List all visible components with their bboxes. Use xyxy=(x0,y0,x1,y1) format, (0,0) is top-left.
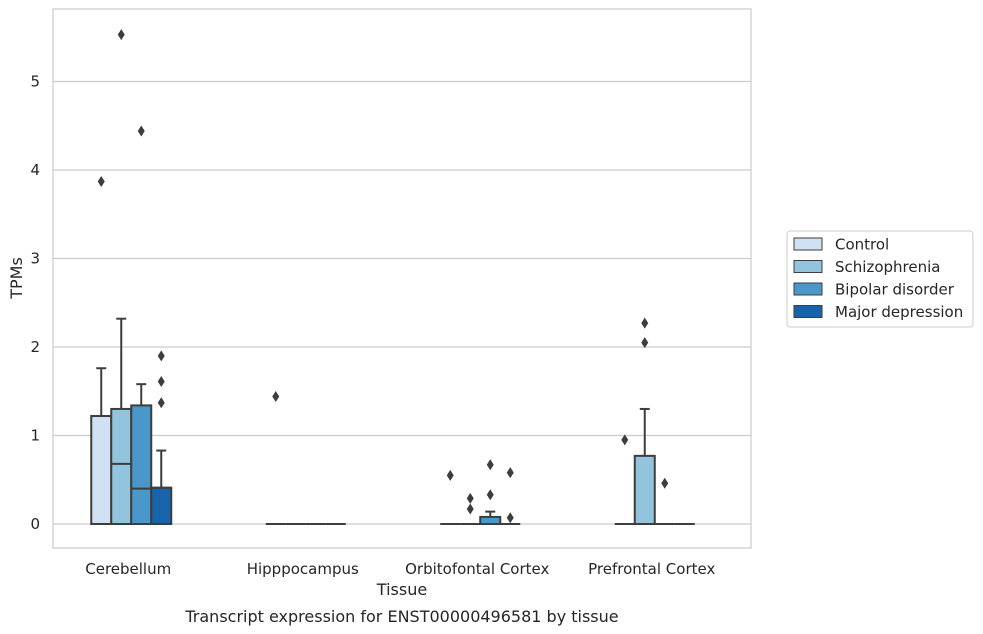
outlier-point xyxy=(661,477,669,489)
box xyxy=(479,515,502,525)
outlier-point xyxy=(506,512,514,524)
legend-label: Schizophrenia xyxy=(835,258,940,276)
box-bipolar-disorder xyxy=(479,459,502,525)
y-axis-label: TPMs xyxy=(7,257,26,300)
box-control xyxy=(440,469,461,525)
box xyxy=(130,404,153,525)
box-schizophrenia xyxy=(633,317,656,526)
box-major-depression xyxy=(150,350,173,525)
x-tick-label: Cerebellum xyxy=(85,560,171,578)
y-tick-label: 1 xyxy=(30,427,40,445)
x-tick-label: Orbitofontal Cortex xyxy=(405,560,549,578)
box-bipolar-disorder xyxy=(654,477,675,525)
legend-swatch xyxy=(793,260,823,273)
box-bipolar-disorder xyxy=(130,125,153,525)
legend-frame xyxy=(786,230,974,328)
x-tick-label: Hipppocampus xyxy=(247,560,359,578)
x-tick-label: Prefrontal Cortex xyxy=(588,560,715,578)
outlier-point xyxy=(157,376,165,388)
outlier-point xyxy=(506,467,514,479)
outlier-point xyxy=(466,492,474,504)
outlier-point xyxy=(157,397,165,409)
box xyxy=(90,415,113,525)
y-tick-label: 2 xyxy=(30,338,40,356)
y-tick-label: 4 xyxy=(30,161,40,179)
legend-label: Control xyxy=(835,236,889,254)
boxplot-groups xyxy=(90,29,695,526)
box-schizophrenia xyxy=(110,29,133,526)
outlier-point xyxy=(486,489,494,501)
plot-frame xyxy=(52,8,752,549)
legend-swatch xyxy=(793,282,823,296)
box-group xyxy=(614,317,695,526)
box-schizophrenia xyxy=(460,492,481,525)
outlier-point xyxy=(117,29,125,41)
outlier-point xyxy=(641,337,649,349)
box xyxy=(150,486,173,525)
box-group xyxy=(90,29,173,526)
box-control xyxy=(90,176,113,525)
legend-swatch xyxy=(793,305,823,318)
x-axis-label: Tissue xyxy=(376,580,427,599)
outlier-point xyxy=(621,434,629,446)
legend: Control Schizophrenia Bipolar disorder Majo… xyxy=(786,230,974,328)
outlier-point xyxy=(446,469,454,481)
box-control xyxy=(614,434,635,525)
outlier-point xyxy=(137,125,145,137)
y-tick-labels: 0 1 2 3 4 5 xyxy=(30,73,40,534)
box-group xyxy=(265,391,346,525)
outlier-point xyxy=(641,317,649,329)
outlier-point xyxy=(272,391,280,403)
y-tick-label: 3 xyxy=(30,250,40,268)
outlier-point xyxy=(466,503,474,515)
legend-label: Bipolar disorder xyxy=(835,281,955,299)
box xyxy=(633,454,656,526)
outlier-point xyxy=(486,459,494,471)
x-tick-labels: Cerebellum Hipppocampus Orbitofontal Corte… xyxy=(85,560,715,578)
box-group xyxy=(440,459,521,525)
outlier-point xyxy=(157,350,165,362)
outlier-point xyxy=(97,176,105,188)
y-tick-label: 0 xyxy=(30,515,40,533)
legend-label: Major depression xyxy=(835,303,963,321)
box xyxy=(110,407,133,526)
y-tick-label: 5 xyxy=(30,73,40,91)
legend-swatch xyxy=(793,237,823,251)
figure-caption: Transcript expression for ENST0000049658… xyxy=(184,607,618,626)
box-control xyxy=(265,391,286,525)
box-major-depression xyxy=(500,467,521,525)
